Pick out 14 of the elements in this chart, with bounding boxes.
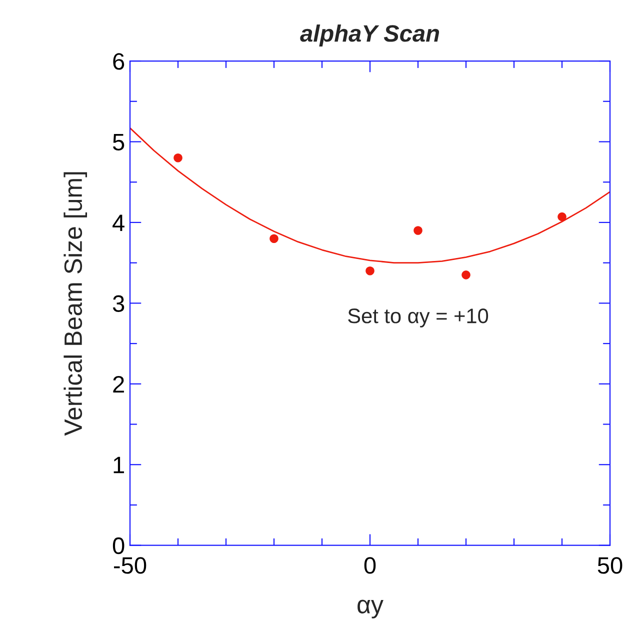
y-tick-label: 1 [114,456,124,474]
y-tick-label: 2 [113,376,124,392]
x-tick-label: 50 [598,557,622,574]
chart-title: alphaY Scan [300,24,440,46]
x-tick-label: -50 [114,557,146,574]
x-axis-title: αy [358,600,384,618]
y-tick-label: 6 [113,53,124,70]
y-tick-label: 5 [112,134,124,151]
annotation: Set to αy = +10 [348,308,488,328]
y-tick-label: 3 [112,295,124,312]
y-tick-label: 4 [112,214,124,232]
y-tick-label: 0 [112,537,124,554]
y-axis-title: Vertical Beam Size [um] [64,172,88,436]
x-tick-label: 0 [364,557,376,574]
